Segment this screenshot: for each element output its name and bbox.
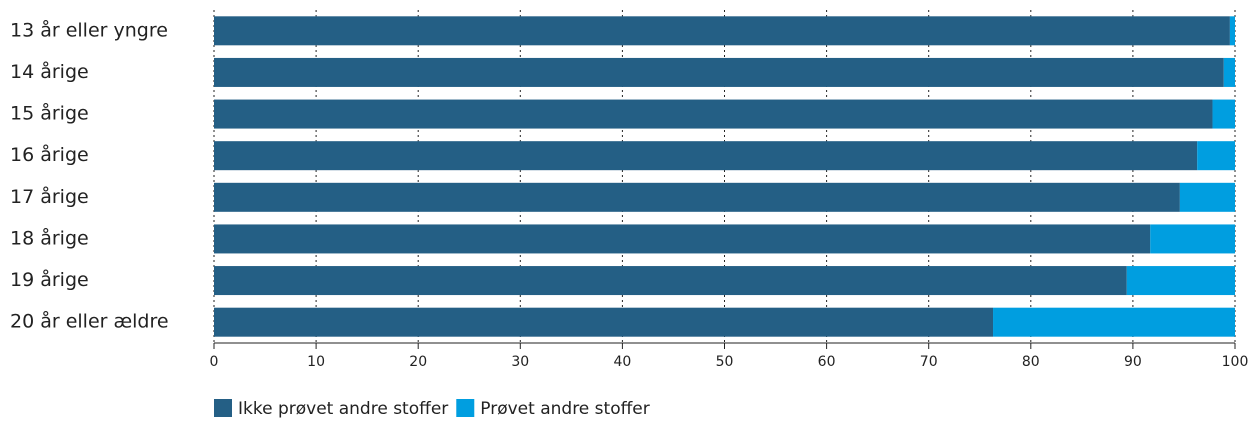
y-tick-label: 18 årige (10, 226, 89, 249)
bar-segment (214, 307, 994, 337)
bar-segment (1212, 99, 1235, 129)
legend-swatch (456, 399, 475, 417)
bar-segment (1150, 224, 1235, 254)
bar-segment (1197, 141, 1235, 171)
x-tick-label: 80 (1022, 354, 1040, 370)
y-tick-label: 15 årige (10, 102, 89, 125)
y-tick-label: 20 år eller ældre (10, 310, 169, 333)
y-tick-label: 17 årige (10, 185, 89, 208)
legend-label: Prøvet andre stoffer (480, 399, 649, 419)
bar-segment (214, 141, 1198, 171)
x-tick-label: 0 (210, 354, 219, 370)
y-tick-label: 16 årige (10, 143, 89, 166)
y-tick-label: 13 år eller yngre (10, 18, 168, 41)
bar-segment (1223, 57, 1235, 87)
x-tick-label: 20 (409, 354, 427, 370)
legend-swatch (214, 399, 232, 417)
x-tick-label: 100 (1222, 354, 1249, 370)
bar-segment (1229, 16, 1235, 46)
bar-segment (1179, 182, 1235, 212)
x-tick-label: 50 (716, 354, 734, 370)
bar-segment (214, 16, 1230, 46)
x-tick-label: 60 (818, 354, 836, 370)
bar-segment (1126, 266, 1235, 296)
x-tick-label: 90 (1124, 354, 1142, 370)
x-tick-label: 40 (613, 354, 631, 370)
x-tick-label: 70 (920, 354, 938, 370)
bar-segment (993, 307, 1235, 337)
bar-segment (214, 266, 1127, 296)
legend-label: Ikke prøvet andre stoffer (238, 399, 448, 419)
bar-segment (214, 57, 1224, 87)
bar-segment (214, 224, 1151, 254)
y-tick-label: 19 årige (10, 268, 89, 291)
y-tick-label: 14 årige (10, 60, 89, 83)
bar-segment (214, 182, 1180, 212)
x-tick-label: 30 (511, 354, 529, 370)
x-tick-label: 10 (307, 354, 325, 370)
bar-segment (214, 99, 1213, 129)
